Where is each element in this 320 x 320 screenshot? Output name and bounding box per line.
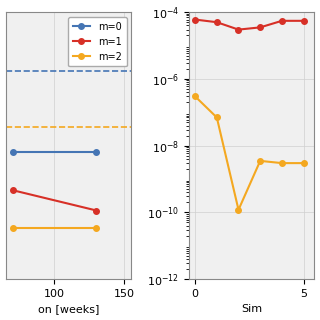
m=0 (11, 150, 14, 154)
m=0 (94, 150, 98, 154)
m=2 (94, 226, 98, 230)
Legend: m=0, m=1, m=2: m=0, m=1, m=2 (68, 17, 126, 67)
m=1 (11, 188, 14, 192)
X-axis label: Sim: Sim (241, 304, 262, 315)
m=2 (11, 226, 14, 230)
m=1 (94, 209, 98, 212)
Line: m=2: m=2 (10, 226, 99, 231)
X-axis label: on [weeks]: on [weeks] (38, 304, 99, 315)
Line: m=0: m=0 (10, 149, 99, 155)
Line: m=1: m=1 (10, 188, 99, 213)
